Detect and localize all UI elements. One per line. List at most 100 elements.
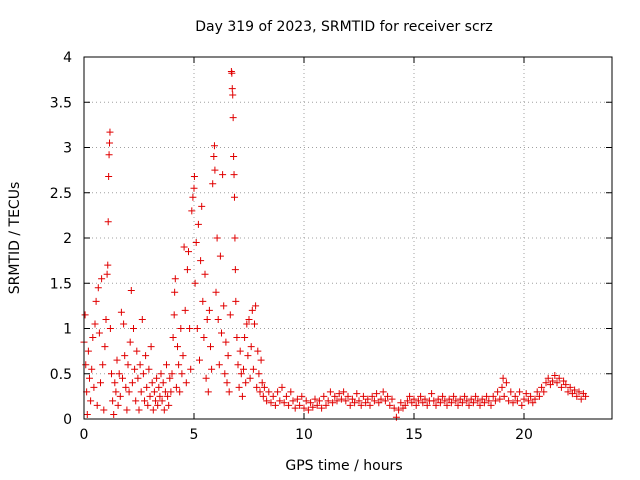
data-point <box>499 374 507 382</box>
data-point <box>191 279 199 287</box>
data-point <box>148 379 156 387</box>
data-point <box>158 397 166 405</box>
data-point <box>287 388 295 396</box>
data-point <box>90 383 98 391</box>
data-point <box>210 153 218 161</box>
data-point <box>337 395 345 403</box>
data-point <box>265 388 273 396</box>
data-point <box>190 172 198 180</box>
data-point <box>351 399 359 407</box>
data-point <box>236 347 244 355</box>
data-point <box>106 128 114 136</box>
data-point <box>190 184 198 192</box>
data-point <box>469 399 477 407</box>
data-point <box>379 388 387 396</box>
data-point <box>166 374 174 382</box>
y-tick-label: 3 <box>63 141 72 157</box>
data-point <box>106 325 114 332</box>
data-point <box>130 325 137 332</box>
data-point <box>211 166 219 174</box>
data-point <box>392 413 400 421</box>
data-point <box>116 392 124 400</box>
data-point <box>226 311 234 319</box>
data-point <box>441 397 449 405</box>
data-points <box>80 67 590 421</box>
data-point <box>126 338 134 346</box>
data-point <box>472 392 480 400</box>
data-point <box>476 401 484 409</box>
data-point <box>123 406 131 414</box>
data-point <box>507 388 515 396</box>
data-point <box>185 248 192 256</box>
data-point <box>414 397 422 405</box>
y-axis-label: SRMTID / TECUs <box>7 182 23 295</box>
data-point <box>164 392 172 400</box>
data-point <box>121 352 129 360</box>
data-point <box>377 395 385 403</box>
data-point <box>234 361 242 369</box>
data-point <box>94 284 102 292</box>
data-point <box>209 180 217 188</box>
data-point <box>458 399 466 407</box>
data-point <box>110 410 118 418</box>
data-point <box>564 388 572 396</box>
data-point <box>553 379 561 387</box>
data-point <box>120 320 128 328</box>
data-point <box>335 390 343 398</box>
data-point <box>230 153 238 161</box>
data-point <box>430 397 438 405</box>
data-point <box>177 325 185 332</box>
data-point <box>204 388 212 396</box>
data-point <box>155 383 163 391</box>
data-point <box>465 401 473 409</box>
grid-lines <box>84 57 612 419</box>
data-point <box>106 139 114 147</box>
data-point <box>573 392 581 400</box>
data-point <box>92 297 100 305</box>
data-point <box>366 401 374 409</box>
data-point <box>222 338 230 346</box>
data-point <box>119 374 126 382</box>
data-point <box>478 395 486 403</box>
data-point <box>368 392 376 400</box>
data-point <box>353 390 361 398</box>
data-point <box>401 401 409 409</box>
x-tick-label: 0 <box>80 427 89 443</box>
data-point <box>104 218 112 226</box>
data-point <box>439 392 447 400</box>
data-point <box>542 379 550 387</box>
data-point <box>218 329 225 337</box>
data-point <box>101 343 109 351</box>
data-point <box>230 171 238 179</box>
data-point <box>240 365 247 373</box>
axis-ticks: 0 5 10 15 20 0 0.5 1 1.5 2 2.5 3 3.5 4 <box>50 50 612 443</box>
x-axis-label: GPS time / hours <box>285 458 402 474</box>
data-point <box>180 243 188 251</box>
y-tick-label: 2.5 <box>50 186 72 202</box>
data-point <box>132 397 140 405</box>
data-point <box>509 399 517 407</box>
data-point <box>251 320 258 328</box>
data-point <box>498 383 506 391</box>
data-point <box>329 399 337 407</box>
data-point <box>221 370 229 378</box>
data-point <box>560 377 568 385</box>
data-point <box>171 288 179 296</box>
data-point <box>99 361 107 369</box>
data-point <box>139 370 147 378</box>
data-point <box>452 397 460 405</box>
data-point <box>348 395 356 403</box>
data-point <box>282 392 290 400</box>
data-point <box>571 386 579 394</box>
data-point <box>480 399 488 407</box>
data-point <box>245 315 253 323</box>
data-point <box>105 172 113 180</box>
x-tick-label: 15 <box>405 427 423 443</box>
data-point <box>165 401 173 409</box>
x-tick-label: 5 <box>190 427 199 443</box>
data-point <box>156 392 164 400</box>
data-point <box>111 379 119 387</box>
data-point <box>318 404 326 412</box>
data-point <box>551 372 559 380</box>
